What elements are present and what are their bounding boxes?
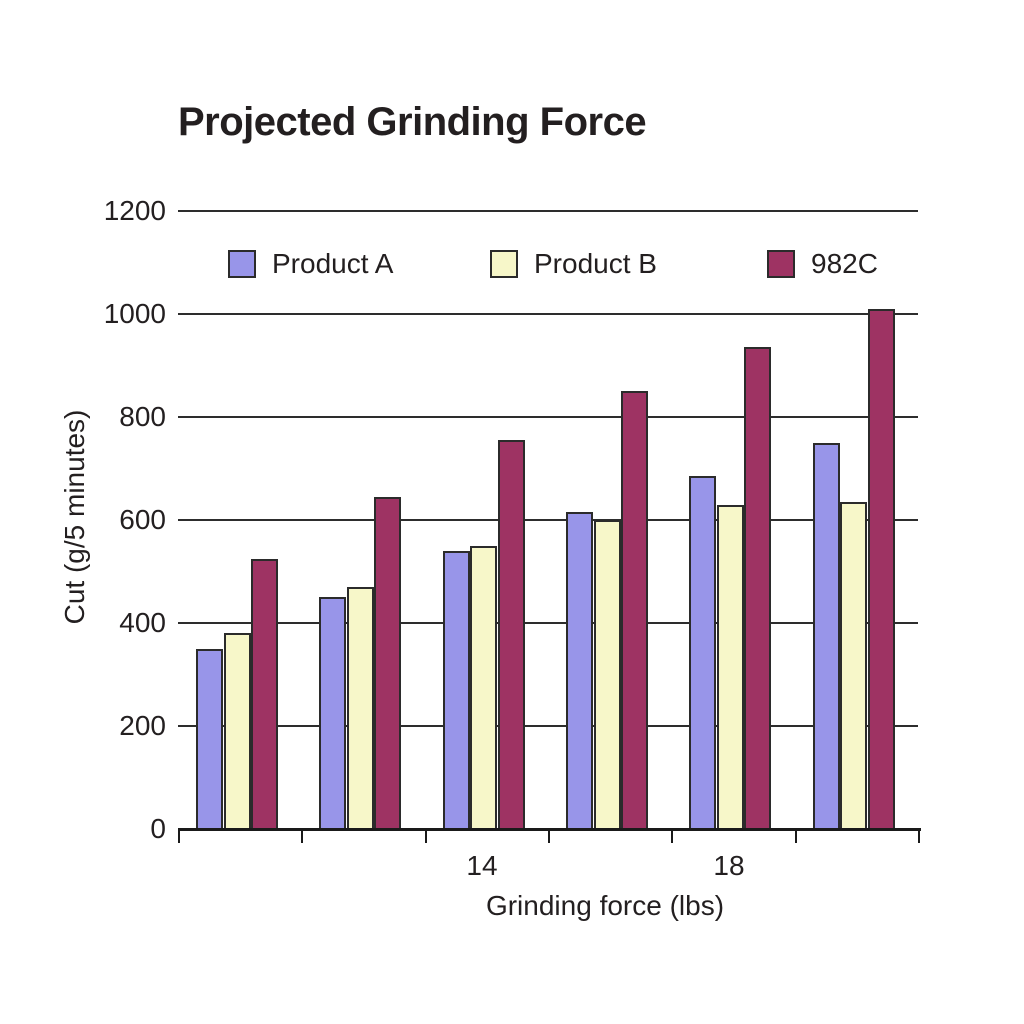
legend-item-982c: 982C xyxy=(767,248,878,280)
y-gridline-200 xyxy=(178,725,918,727)
chart-title: Projected Grinding Force xyxy=(178,100,647,144)
x-tick-1 xyxy=(301,829,303,843)
y-gridline-400 xyxy=(178,622,918,624)
bar-product-a-group6 xyxy=(813,442,840,831)
y-tick-label-600: 600 xyxy=(119,504,166,535)
bar-product-b-group3 xyxy=(470,545,497,831)
x-tick-3 xyxy=(548,829,550,843)
y-tick-label-400: 400 xyxy=(119,607,166,638)
bar-product-a-group4 xyxy=(566,512,593,831)
legend-swatch-product-a xyxy=(228,250,256,278)
y-axis-title: Cut (g/5 minutes) xyxy=(59,409,90,625)
x-tick-label-18: 18 xyxy=(713,850,745,881)
x-tick-6 xyxy=(918,829,920,843)
legend-label-product-b: Product B xyxy=(534,248,657,279)
y-gridline-1000 xyxy=(178,313,918,315)
y-tick-label-0: 0 xyxy=(150,813,166,844)
bar-982c-group3 xyxy=(498,440,525,831)
x-tick-5 xyxy=(795,829,797,843)
bar-982c-group6 xyxy=(868,308,895,831)
bar-product-a-group5 xyxy=(689,476,716,831)
y-gridline-800 xyxy=(178,416,918,418)
y-tick-label-800: 800 xyxy=(119,401,166,432)
bar-982c-group2 xyxy=(374,496,401,831)
y-gridline-600 xyxy=(178,519,918,521)
bar-product-b-group5 xyxy=(717,504,744,831)
bar-product-b-group1 xyxy=(224,633,251,831)
legend-label-982c: 982C xyxy=(811,248,878,279)
x-tick-label-14: 14 xyxy=(466,850,498,881)
legend-item-product-b: Product B xyxy=(490,248,657,280)
y-tick-label-1200: 1200 xyxy=(103,195,166,226)
y-tick-label-1000: 1000 xyxy=(103,298,166,329)
bar-product-b-group6 xyxy=(840,501,867,831)
legend-label-product-a: Product A xyxy=(272,248,394,279)
legend-item-product-a: Product A xyxy=(228,248,393,280)
bar-product-a-group2 xyxy=(319,597,346,831)
bar-982c-group4 xyxy=(621,391,648,831)
x-tick-2 xyxy=(425,829,427,843)
y-gridline-1200 xyxy=(178,210,918,212)
bar-product-a-group1 xyxy=(196,648,223,831)
legend-swatch-982c xyxy=(767,250,795,278)
bar-982c-group5 xyxy=(744,347,771,831)
y-tick-label-200: 200 xyxy=(119,710,166,741)
x-tick-4 xyxy=(671,829,673,843)
bar-product-a-group3 xyxy=(443,550,470,831)
bar-982c-group1 xyxy=(251,558,278,831)
legend-swatch-product-b xyxy=(490,250,518,278)
bar-product-b-group4 xyxy=(594,520,621,831)
bar-product-b-group2 xyxy=(347,586,374,831)
x-tick-0 xyxy=(178,829,180,843)
x-axis-title: Grinding force (lbs) xyxy=(485,890,725,921)
